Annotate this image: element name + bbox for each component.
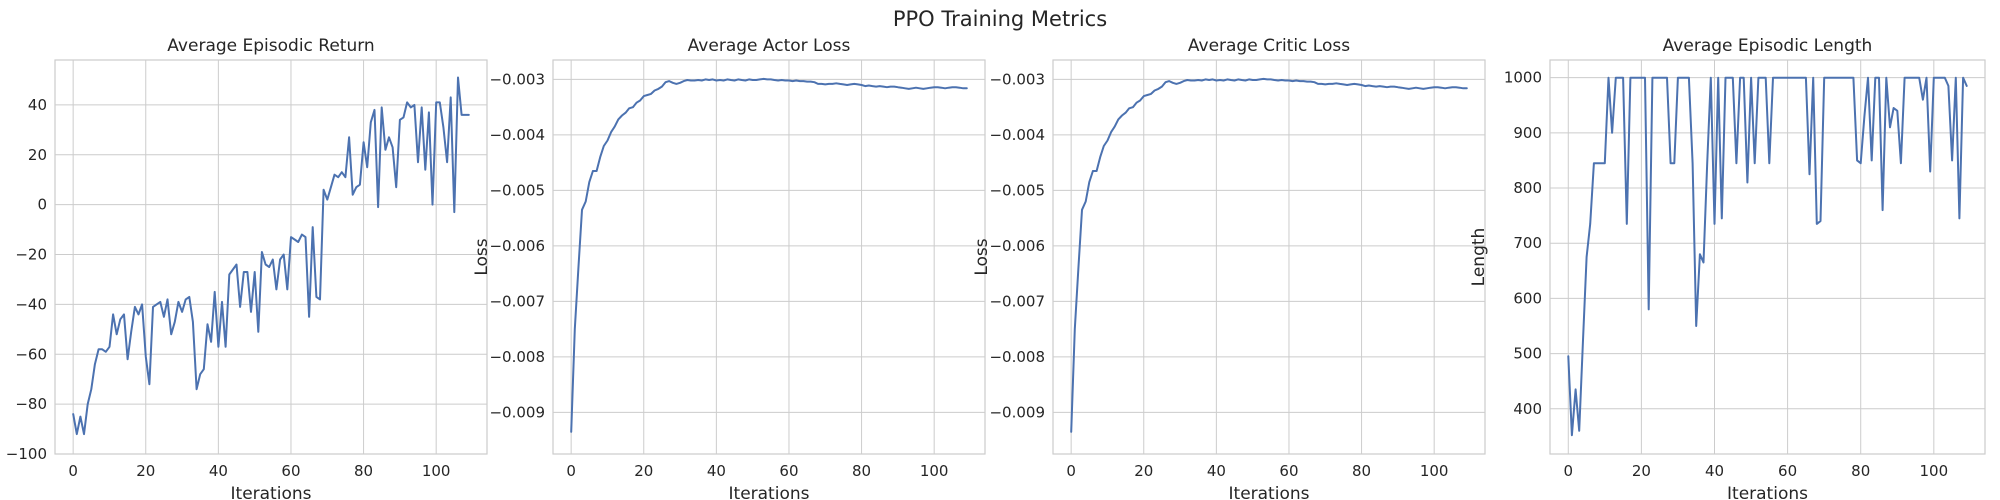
y-tick-label: 400: [1513, 400, 1542, 418]
y-tick-label: −80: [15, 395, 47, 413]
y-tick-label: −60: [15, 345, 47, 363]
x-tick-label: 40: [707, 462, 726, 480]
x-tick-label: 20: [634, 462, 653, 480]
series-line-length: [1567, 76, 1968, 437]
x-tick-label: 40: [1207, 462, 1226, 480]
y-axis-label: Loss: [972, 238, 992, 275]
x-tick-label: 100: [1920, 462, 1949, 480]
y-tick-label: 1000: [1504, 69, 1542, 87]
series-line-actor-loss: [570, 77, 968, 433]
plot-area: [1052, 59, 1486, 455]
panel-actor-loss: 0 20 40 60 80 100 −0.009 −0.008 −0.007 −0.006 −0.0…: [472, 36, 986, 500]
panel-return: 0 20 40 60 80 100 −100 −80 −60 −40 −20 0 20 40 Average…: [6, 36, 488, 500]
y-tick-label: 0: [37, 196, 47, 214]
y-tick-label: 40: [28, 96, 47, 114]
x-tick-label: 60: [281, 462, 300, 480]
y-tick-label: −0.003: [489, 70, 545, 88]
x-tick-label: 100: [920, 462, 949, 480]
y-tick-label: −20: [15, 246, 47, 264]
panel-title: Average Episodic Length: [1663, 36, 1873, 56]
plot-area: [552, 59, 986, 455]
y-tick-label: −0.007: [989, 292, 1045, 310]
y-tick-label: 900: [1513, 124, 1542, 142]
x-axis-label: Iterations: [1229, 484, 1310, 500]
x-tick-label: 60: [1279, 462, 1298, 480]
x-tick-label: 80: [1851, 462, 1870, 480]
x-tick-label: 20: [1632, 462, 1651, 480]
y-tick-label: −0.004: [989, 126, 1045, 144]
x-axis-label: Iterations: [729, 484, 810, 500]
x-axis-label: Iterations: [1727, 484, 1808, 500]
x-tick-label: 100: [1420, 462, 1449, 480]
panel-title: Average Actor Loss: [688, 36, 851, 56]
panel-title: Average Episodic Return: [167, 36, 374, 56]
series-line-critic-loss: [1070, 77, 1468, 433]
x-tick-label: 0: [1066, 462, 1076, 480]
y-tick-label: 20: [28, 146, 47, 164]
x-tick-label: 20: [1134, 462, 1153, 480]
y-tick-label: −0.003: [989, 70, 1045, 88]
series-line-return: [72, 76, 470, 436]
y-tick-label: 500: [1513, 345, 1542, 363]
y-tick-label: −0.009: [989, 403, 1045, 421]
panels: 0 20 40 60 80 100 −100 −80 −60 −40 −20 0 20 40 Average…: [6, 36, 1986, 500]
y-axis-label: Length: [1469, 228, 1489, 287]
x-tick-label: 100: [422, 462, 451, 480]
x-tick-label: 80: [852, 462, 871, 480]
y-tick-label: −100: [6, 445, 47, 463]
x-tick-label: 0: [1564, 462, 1574, 480]
panel-critic-loss: 0 20 40 60 80 100 −0.009 −0.008 −0.007 −0.006 −0.0…: [972, 36, 1486, 500]
x-tick-label: 0: [68, 462, 78, 480]
y-tick-label: −0.007: [489, 292, 545, 310]
x-tick-label: 60: [1778, 462, 1797, 480]
figure-title: PPO Training Metrics: [893, 7, 1107, 31]
y-tick-label: −0.008: [489, 348, 545, 366]
y-tick-label: −0.009: [489, 403, 545, 421]
x-tick-label: 40: [1705, 462, 1724, 480]
y-tick-label: −0.006: [989, 237, 1045, 255]
x-tick-label: 20: [136, 462, 155, 480]
x-tick-label: 40: [209, 462, 228, 480]
y-axis-label: Loss: [472, 238, 492, 275]
x-tick-label: 80: [1352, 462, 1371, 480]
x-tick-label: 0: [566, 462, 576, 480]
x-tick-label: 80: [354, 462, 373, 480]
x-tick-label: 60: [779, 462, 798, 480]
panel-title: Average Critic Loss: [1188, 36, 1350, 56]
y-tick-label: −40: [15, 295, 47, 313]
y-tick-label: 600: [1513, 289, 1542, 307]
x-axis-label: Iterations: [231, 484, 312, 500]
panel-length: 0 20 40 60 80 100 400 500 600 700 800 900 1000 Averag…: [1469, 36, 1986, 500]
y-tick-label: −0.005: [489, 181, 545, 199]
y-tick-label: 800: [1513, 179, 1542, 197]
y-tick-label: −0.006: [489, 237, 545, 255]
y-tick-label: −0.005: [989, 181, 1045, 199]
y-tick-label: −0.004: [489, 126, 545, 144]
y-tick-label: 700: [1513, 234, 1542, 252]
y-tick-label: −0.008: [989, 348, 1045, 366]
